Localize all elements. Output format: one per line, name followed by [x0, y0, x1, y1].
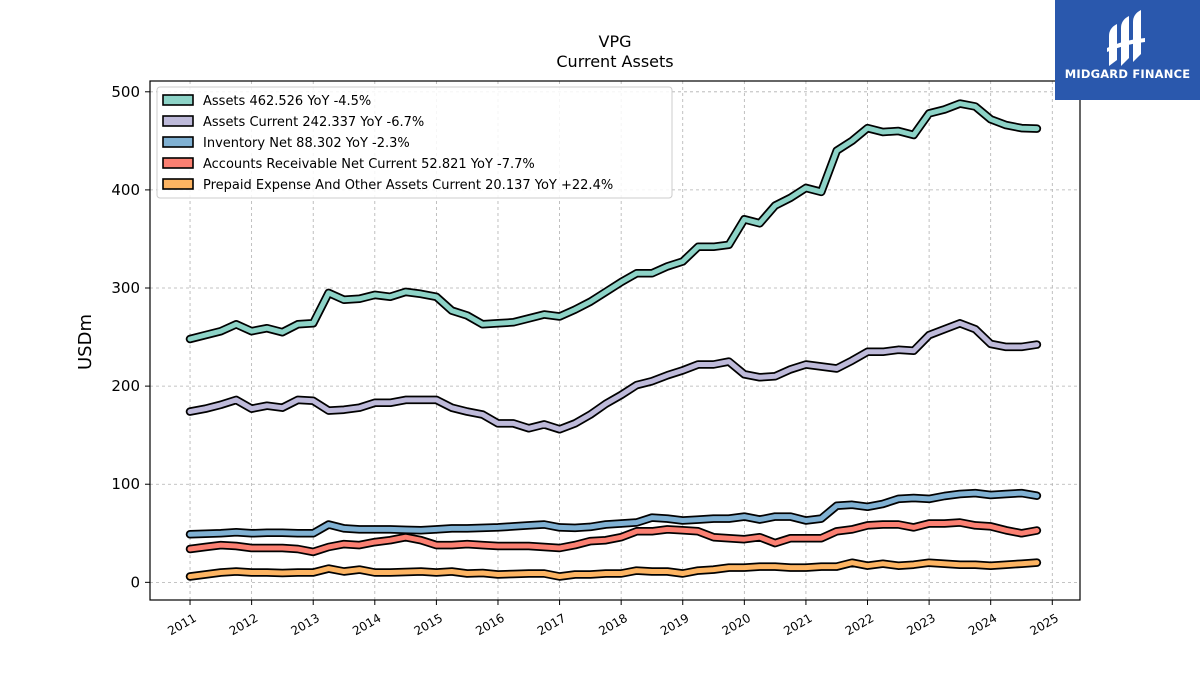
series-prepaid-expense-and-other-assets-current [185, 558, 1042, 581]
y-tick-label: 500 [111, 83, 140, 101]
plot-frame [149, 80, 1081, 601]
legend-swatch [162, 115, 194, 127]
x-tick-label: 2022 [843, 611, 876, 638]
series-assets-current [185, 319, 1042, 434]
legend-label: Assets 462.526 YoY -4.5% [203, 94, 371, 109]
x-tick-label: 2021 [781, 611, 814, 638]
x-tick-label: 2015 [412, 611, 445, 638]
legend-swatch [162, 94, 194, 106]
brand-logo: MIDGARD FINANCE [1055, 0, 1200, 100]
x-tick-label: 2020 [720, 611, 753, 638]
chart-title: VPG [599, 32, 632, 51]
y-tick-label: 200 [111, 377, 140, 395]
series-line-outline [185, 319, 1042, 434]
series-inventory-net [185, 488, 1042, 539]
series-group [185, 99, 1042, 581]
x-tick-label: 2014 [350, 611, 383, 638]
legend-label: Assets Current 242.337 YoY -6.7% [203, 115, 424, 130]
y-axis-label: USDm [75, 314, 96, 370]
legend-swatch [162, 136, 194, 148]
x-tick-label: 2012 [227, 611, 260, 638]
x-tick-label: 2017 [535, 611, 568, 638]
y-tick-label: 100 [111, 475, 140, 493]
legend-label: Prepaid Expense And Other Assets Current… [203, 178, 613, 193]
legend-label: Accounts Receivable Net Current 52.821 Y… [203, 157, 535, 172]
x-tick-label: 2013 [288, 611, 321, 638]
axis-ticks: 0 100 200 300 400 500 2011 2012 2013 2014 2015 2016… [111, 83, 1061, 638]
x-tick-label: 2018 [596, 611, 629, 638]
x-tick-label: 2025 [1028, 611, 1061, 638]
legend: Assets 462.526 YoY -4.5% Assets Current 2… [156, 86, 673, 199]
legend-swatch [162, 157, 194, 169]
y-tick-label: 0 [130, 573, 140, 591]
series-line [187, 490, 1040, 537]
y-tick-label: 300 [111, 279, 140, 297]
x-tick-label: 2019 [658, 611, 691, 638]
series-line [187, 101, 1040, 342]
x-tick-label: 2011 [165, 611, 198, 638]
series-assets [185, 99, 1042, 344]
x-tick-label: 2023 [904, 611, 937, 638]
y-tick-label: 400 [111, 181, 140, 199]
series-accounts-receivable-net-current [185, 518, 1042, 557]
x-tick-label: 2024 [966, 611, 999, 638]
legend-box [156, 86, 673, 199]
series-line [187, 520, 1040, 555]
brand-mark-icon [1107, 10, 1145, 66]
legend-label: Inventory Net 88.302 YoY -2.3% [203, 136, 410, 151]
series-line [187, 320, 1040, 432]
chart-subtitle: Current Assets [556, 52, 673, 71]
series-line [187, 560, 1040, 579]
legend-swatch [162, 178, 194, 190]
brand-name: MIDGARD FINANCE [1064, 67, 1191, 81]
x-tick-label: 2016 [473, 611, 506, 638]
